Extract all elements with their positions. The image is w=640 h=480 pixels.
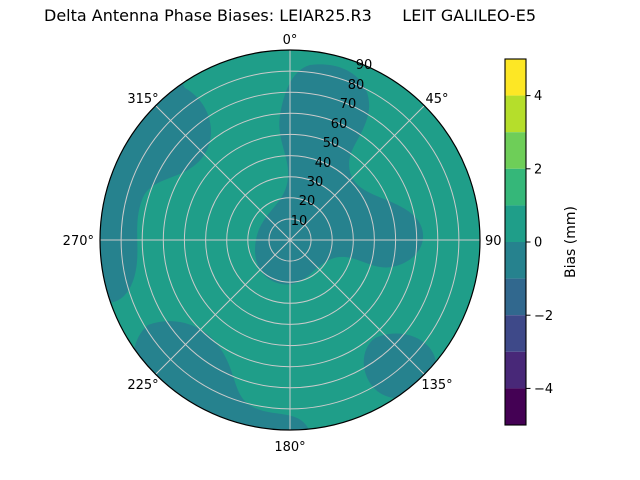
colorbar-tick-label-m2: −2 bbox=[534, 309, 553, 324]
polar-grid bbox=[100, 50, 480, 430]
colorbar: 4 2 0 −2 −4 Bias (mm) bbox=[504, 58, 579, 426]
colorbar-tick-label-4: 4 bbox=[534, 89, 542, 104]
radial-tick-label-60: 60 bbox=[331, 117, 348, 132]
colorbar-tick-labels: 4 2 0 −2 −4 bbox=[534, 89, 553, 397]
polar-plot-area bbox=[100, 50, 480, 430]
colorbar-band bbox=[505, 95, 526, 133]
colorbar-band bbox=[505, 132, 526, 169]
radial-tick-labels: 90 80 70 60 50 40 30 20 10 bbox=[291, 58, 373, 229]
angle-tick-label-315: 315° bbox=[127, 92, 158, 107]
radial-tick-label-10: 10 bbox=[291, 214, 308, 229]
angle-tick-label-0: 0° bbox=[283, 33, 298, 48]
angle-tick-label-180: 180° bbox=[274, 440, 305, 455]
radial-tick-label-90: 90 bbox=[356, 58, 373, 73]
chart-title: Delta Antenna Phase Biases: LEIAR25.R3 L… bbox=[44, 6, 536, 25]
angle-tick-label-225: 225° bbox=[127, 378, 158, 393]
colorbar-band bbox=[505, 351, 526, 389]
contour-region-center bbox=[255, 64, 424, 285]
colorbar-band bbox=[505, 278, 526, 316]
angle-tick-labels: 0° 45° 90 135° 180° 225° 270° 315° bbox=[63, 33, 502, 455]
angle-tick-label-270: 270° bbox=[63, 234, 94, 249]
radial-tick-label-30: 30 bbox=[307, 175, 324, 190]
radial-tick-label-20: 20 bbox=[299, 194, 316, 209]
colorbar-tick-label-2: 2 bbox=[534, 162, 542, 177]
colorbar-band bbox=[505, 242, 526, 279]
colorbar-ticks bbox=[526, 95, 531, 389]
angle-tick-label-135: 135° bbox=[421, 378, 452, 393]
colorbar-band bbox=[505, 205, 526, 242]
colorbar-band bbox=[505, 315, 526, 352]
polar-outline bbox=[99, 49, 481, 431]
colorbar-band bbox=[505, 388, 526, 425]
radial-tick-label-40: 40 bbox=[315, 156, 332, 171]
angle-tick-label-45: 45° bbox=[425, 92, 448, 107]
angle-tick-label-90: 90 bbox=[485, 234, 502, 249]
radial-tick-label-70: 70 bbox=[340, 97, 357, 112]
radial-tick-label-50: 50 bbox=[323, 136, 340, 151]
colorbar-axis-label: Bias (mm) bbox=[563, 206, 579, 278]
colorbar-tick-label-0: 0 bbox=[534, 236, 542, 251]
colorbar-band bbox=[505, 168, 526, 206]
colorbar-tick-label-m4: −4 bbox=[534, 382, 553, 397]
colorbar-band bbox=[505, 59, 526, 96]
radial-tick-label-80: 80 bbox=[348, 78, 365, 93]
